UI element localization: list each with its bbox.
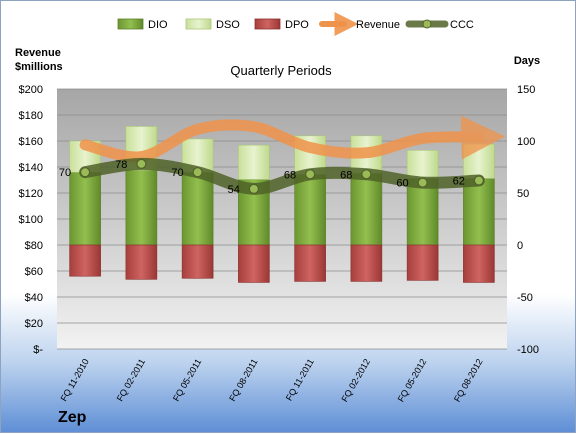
ccc-point xyxy=(417,177,428,188)
ccc-point xyxy=(248,183,259,194)
bar-dpo xyxy=(294,244,326,282)
bar-dso xyxy=(463,143,495,179)
legend-label-ccc: CCC xyxy=(450,19,474,31)
left-tick-label: $100 xyxy=(19,214,43,226)
right-tick-label: 100 xyxy=(517,136,535,148)
bar-dio xyxy=(463,178,495,246)
bars xyxy=(69,126,495,283)
series-lines xyxy=(79,115,506,195)
ccc-data-label: 54 xyxy=(228,184,240,196)
legend: DIO DSO DPO Revenue CCC xyxy=(117,12,474,36)
revenue-line xyxy=(79,115,506,163)
ccc-point xyxy=(473,175,484,186)
x-tick-label: FQ 11-2011 xyxy=(284,357,316,402)
bar-dso xyxy=(406,150,439,179)
left-tick-label: $200 xyxy=(19,84,43,96)
legend-label-dio: DIO xyxy=(148,19,168,31)
left-tick-label: $60 xyxy=(25,266,43,278)
right-tick-label: 150 xyxy=(517,84,535,96)
data-labels: 70 78 70 54 68 68 60 62 xyxy=(59,159,465,196)
bar-dio xyxy=(69,171,101,246)
legend-label-revenue: Revenue xyxy=(356,19,400,31)
legend-label-dpo: DPO xyxy=(285,19,309,31)
bar-dio xyxy=(350,172,383,246)
left-axis-title-line1: Revenue xyxy=(15,47,61,59)
left-tick-label: $160 xyxy=(19,136,43,148)
left-tick-label: $20 xyxy=(25,318,43,330)
legend-label-dso: DSO xyxy=(216,19,240,31)
x-tick-label: FQ 08-2011 xyxy=(227,357,259,403)
legend-swatch-ccc-dot xyxy=(422,19,432,29)
left-tick-label: $40 xyxy=(25,292,43,304)
bar-dpo xyxy=(350,244,383,282)
right-tick-label: -100 xyxy=(517,344,539,356)
right-tick-label: 0 xyxy=(517,240,523,252)
ccc-point xyxy=(305,169,316,180)
left-tick-label: $120 xyxy=(19,188,43,200)
bar-dio xyxy=(294,173,326,246)
x-tick-label: FQ 05-2011 xyxy=(171,357,203,403)
x-tick-label: FQ 05-2012 xyxy=(396,357,429,404)
right-tick-label: 50 xyxy=(517,188,529,200)
legend-swatch-dso xyxy=(185,18,212,30)
bar-dio xyxy=(181,171,214,246)
ccc-data-label: 60 xyxy=(396,178,408,190)
ccc-point xyxy=(361,169,372,180)
x-tick-label: FQ 02-2012 xyxy=(339,357,372,404)
company-name: Zep xyxy=(58,409,87,426)
bar-dpo xyxy=(463,244,495,283)
chart-title: Quarterly Periods xyxy=(230,63,332,78)
bar-dso xyxy=(238,144,270,180)
ccc-data-label: 78 xyxy=(115,159,127,171)
bar-dio xyxy=(125,169,158,246)
left-tick-label: $80 xyxy=(25,240,43,252)
ccc-data-label: 62 xyxy=(453,176,465,188)
left-axis-title-line2: $millions xyxy=(15,61,63,73)
bar-dpo xyxy=(406,244,439,281)
left-tick-label: $- xyxy=(33,344,43,356)
ccc-data-label: 70 xyxy=(171,167,183,179)
left-tick-label: $180 xyxy=(19,110,43,122)
right-axis-title: Days xyxy=(514,55,540,67)
bar-dio xyxy=(406,178,439,246)
ccc-point xyxy=(192,167,203,178)
ccc-data-label: 70 xyxy=(59,167,71,179)
x-tick-label: FQ 08-2012 xyxy=(452,357,485,404)
bar-dpo xyxy=(238,244,270,283)
bar-dpo xyxy=(125,244,158,280)
bar-dpo xyxy=(69,244,101,277)
right-tick-label: -50 xyxy=(517,292,533,304)
legend-swatch-dpo xyxy=(254,18,281,30)
ccc-data-label: 68 xyxy=(284,169,296,181)
legend-swatch-dio xyxy=(117,18,144,30)
x-tick-label: FQ 11-2010 xyxy=(59,357,91,403)
left-tick-label: $140 xyxy=(19,162,43,174)
ccc-point xyxy=(136,158,147,169)
bar-dpo xyxy=(181,244,214,279)
x-tick-label: FQ 02-2011 xyxy=(115,357,147,403)
ccc-point xyxy=(80,167,91,178)
ccc-data-label: 68 xyxy=(340,169,352,181)
